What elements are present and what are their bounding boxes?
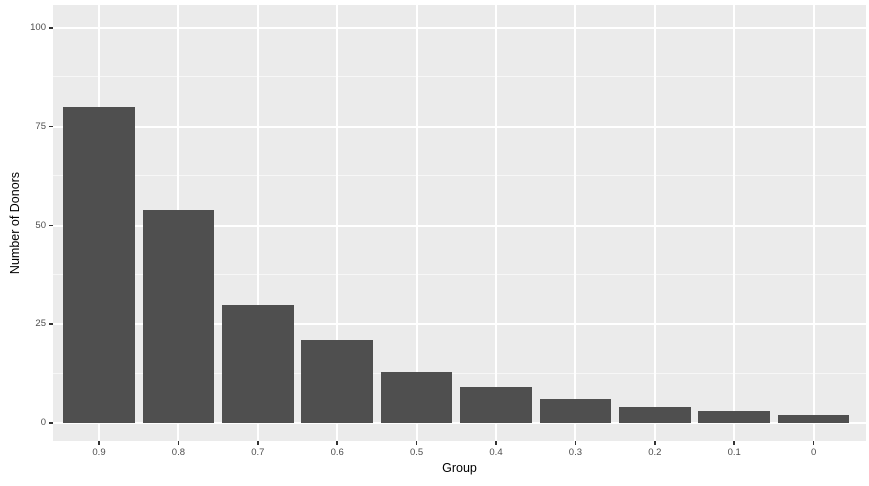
bar xyxy=(619,407,691,423)
bar xyxy=(222,304,294,423)
gridline-major-vertical xyxy=(653,5,656,441)
bar xyxy=(142,209,215,423)
bar xyxy=(777,415,850,423)
x-tick-mark xyxy=(257,441,259,445)
gridline-major-horizontal xyxy=(53,27,866,29)
y-tick-mark xyxy=(49,422,53,424)
x-tick-mark xyxy=(574,441,577,445)
gridline-major-horizontal xyxy=(53,422,866,424)
bar xyxy=(539,399,612,423)
gridline-major-vertical xyxy=(733,5,736,441)
gridline-minor-horizontal xyxy=(53,372,866,374)
bar xyxy=(63,107,135,423)
x-tick-label: 0.5 xyxy=(409,447,424,458)
x-tick-mark xyxy=(812,441,815,445)
bar xyxy=(698,411,770,423)
x-axis-title: Group xyxy=(442,461,477,475)
y-tick-label: 0 xyxy=(40,417,46,428)
x-tick-label: 0.7 xyxy=(251,447,265,458)
gridline-major-horizontal xyxy=(53,323,866,326)
x-tick-label: 0.8 xyxy=(171,447,185,458)
x-tick-label: 0.3 xyxy=(568,447,582,458)
x-tick-mark xyxy=(177,441,180,445)
bar xyxy=(301,340,373,423)
y-tick-mark xyxy=(49,27,53,29)
x-tick-mark xyxy=(415,441,418,445)
x-tick-label: 0.6 xyxy=(330,447,344,458)
y-tick-label: 50 xyxy=(35,219,46,231)
gridline-major-vertical xyxy=(336,5,339,441)
y-tick-label: 25 xyxy=(35,318,46,330)
bar xyxy=(380,371,453,423)
x-tick-label: 0 xyxy=(810,447,817,458)
gridline-major-horizontal xyxy=(53,125,866,128)
gridline-major-vertical xyxy=(495,5,497,441)
x-tick-label: 0.1 xyxy=(727,447,741,458)
x-tick-label: 0.9 xyxy=(92,447,106,458)
y-tick-mark xyxy=(49,125,53,128)
gridline-minor-horizontal xyxy=(53,273,866,275)
x-tick-label: 0.4 xyxy=(489,447,503,458)
y-tick-mark xyxy=(49,323,53,325)
x-tick-mark xyxy=(733,441,735,445)
y-tick-mark xyxy=(49,224,53,226)
y-tick-label: 75 xyxy=(35,120,46,132)
gridline-major-vertical xyxy=(574,5,577,441)
gridline-minor-horizontal xyxy=(53,76,866,78)
gridline-minor-horizontal xyxy=(53,175,866,177)
gridline-major-vertical xyxy=(256,5,259,441)
plot-panel xyxy=(53,5,866,441)
gridline-major-horizontal xyxy=(53,224,866,227)
x-tick-mark xyxy=(98,441,100,445)
x-tick-mark xyxy=(336,441,338,445)
y-tick-label: 100 xyxy=(30,22,46,33)
gridline-major-vertical xyxy=(415,5,418,441)
x-tick-mark xyxy=(495,441,497,445)
x-tick-mark xyxy=(654,441,656,445)
x-tick-label: 0.2 xyxy=(648,447,662,458)
gridline-major-vertical xyxy=(812,5,815,441)
bar xyxy=(460,387,532,423)
